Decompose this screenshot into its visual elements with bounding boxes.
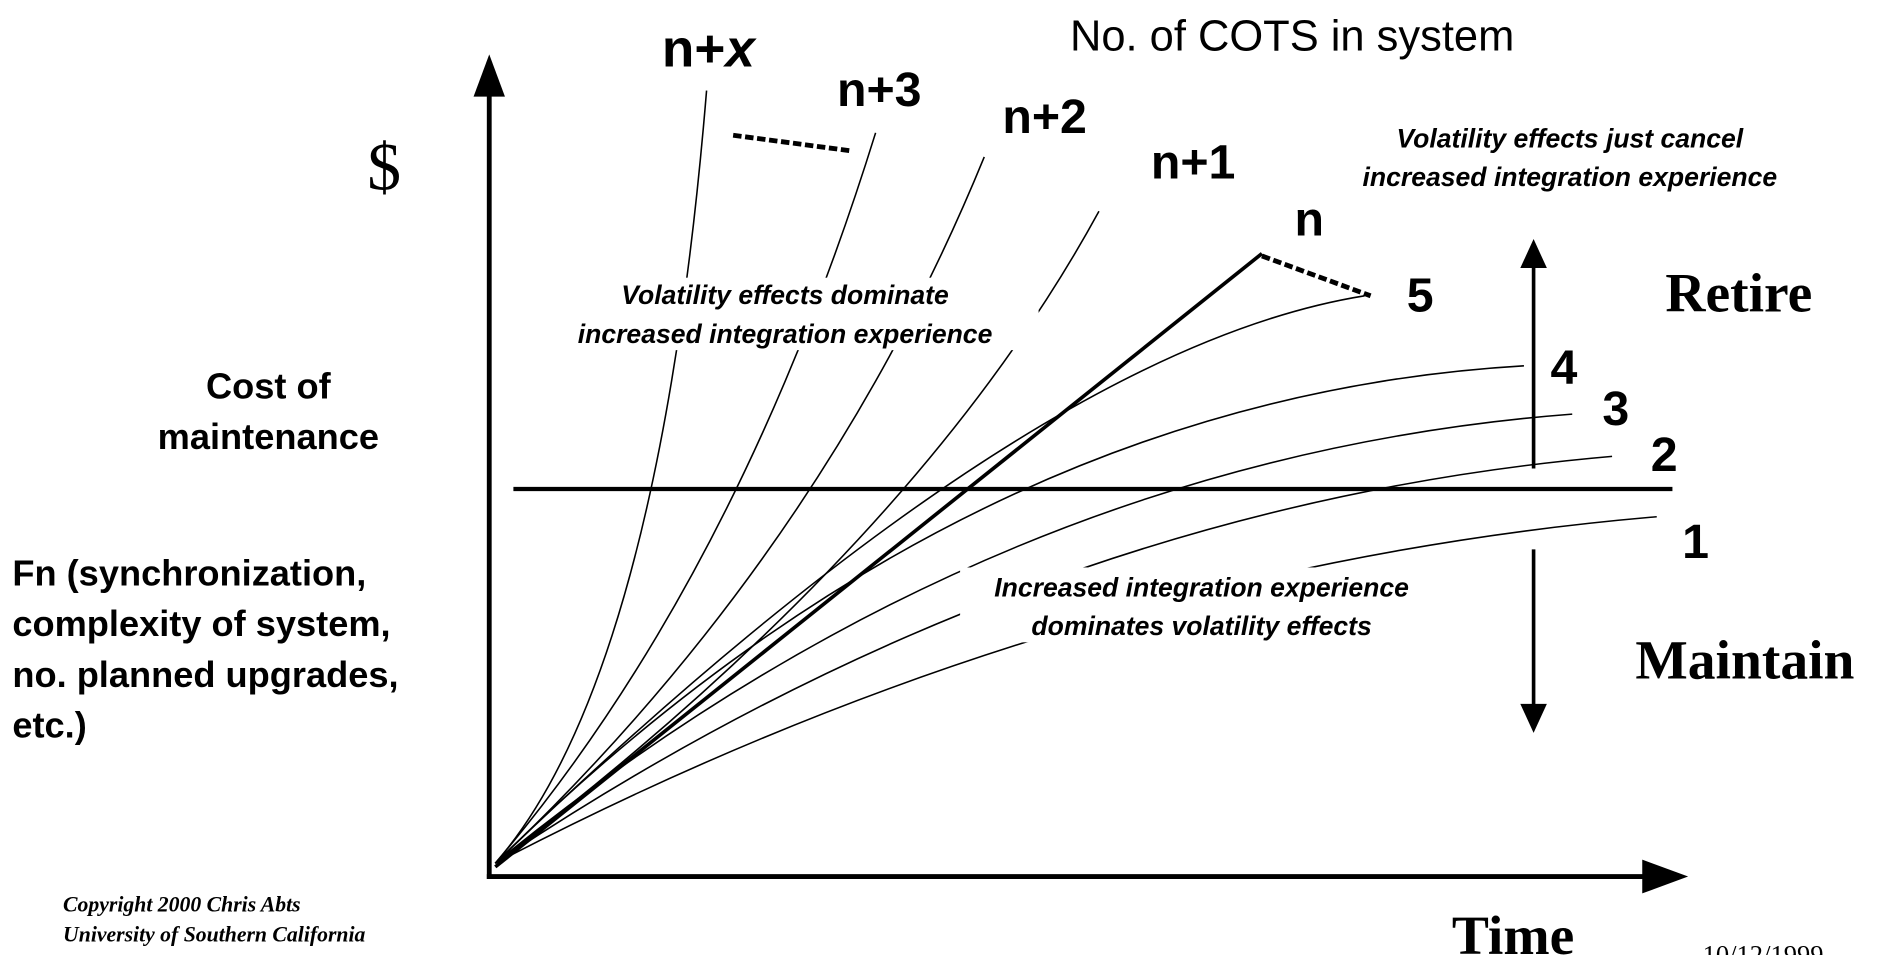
curves bbox=[494, 90, 1673, 869]
curve-n3 bbox=[494, 132, 877, 864]
curve-n2 bbox=[494, 156, 985, 864]
annotation: increased integration experience bbox=[578, 319, 993, 349]
curve-2 bbox=[494, 455, 1613, 864]
maintain-label: Maintain bbox=[1635, 631, 1854, 692]
curve-label-prefix: n+ bbox=[662, 19, 725, 78]
retire-arrow-head bbox=[1520, 239, 1547, 269]
fn-label: no. planned upgrades, bbox=[12, 654, 398, 695]
dashed-line bbox=[732, 132, 852, 154]
fn-label: complexity of system, bbox=[12, 603, 390, 644]
fn-label: Fn (synchronization, bbox=[12, 553, 366, 594]
curve-3 bbox=[494, 413, 1573, 864]
curve-label: n+2 bbox=[1002, 90, 1087, 144]
x-axis-arrow bbox=[1642, 859, 1689, 894]
x-axis-label: Time bbox=[1452, 906, 1574, 955]
curve-n bbox=[494, 252, 1264, 869]
curve-label: 2 bbox=[1651, 428, 1678, 482]
curve-label: 5 bbox=[1407, 268, 1434, 322]
curve-label: 1 bbox=[1682, 515, 1709, 569]
annotation: Volatility effects just cancel bbox=[1396, 123, 1743, 153]
maintain-arrow-head bbox=[1520, 703, 1547, 733]
curve-label: n+1 bbox=[1151, 136, 1236, 190]
curve-label: 4 bbox=[1550, 341, 1577, 395]
curve-5 bbox=[494, 295, 1365, 864]
cost-label: maintenance bbox=[158, 416, 379, 457]
dashed-line bbox=[1261, 253, 1372, 299]
curve-4 bbox=[494, 365, 1524, 864]
date: 10/12/1999 bbox=[1703, 939, 1824, 955]
copyright: Copyright 2000 Chris Abts bbox=[63, 893, 301, 917]
curve-label: n bbox=[1295, 192, 1325, 246]
title: No. of COTS in system bbox=[1070, 13, 1514, 61]
label-gap bbox=[960, 567, 1444, 643]
annotation: Volatility effects dominate bbox=[621, 280, 949, 310]
curve-label-variable: x bbox=[722, 19, 757, 78]
copyright: University of Southern California bbox=[63, 923, 365, 947]
curve-n1 bbox=[494, 210, 1100, 864]
retire-label: Retire bbox=[1665, 263, 1812, 324]
y-axis-arrow bbox=[473, 54, 505, 97]
annotation: increased integration experience bbox=[1363, 162, 1778, 192]
curve-nx bbox=[494, 90, 708, 864]
fn-label: etc.) bbox=[12, 705, 86, 746]
curve-label: 3 bbox=[1602, 382, 1629, 436]
curve-label: n+3 bbox=[837, 63, 922, 117]
cost-label: Cost of bbox=[206, 365, 332, 406]
annotation: Increased integration experience bbox=[994, 572, 1409, 602]
y-axis-symbol: $ bbox=[367, 130, 401, 205]
annotation: dominates volatility effects bbox=[1031, 611, 1371, 641]
label-gap bbox=[531, 277, 1039, 351]
curve-label: n+x bbox=[662, 19, 757, 78]
